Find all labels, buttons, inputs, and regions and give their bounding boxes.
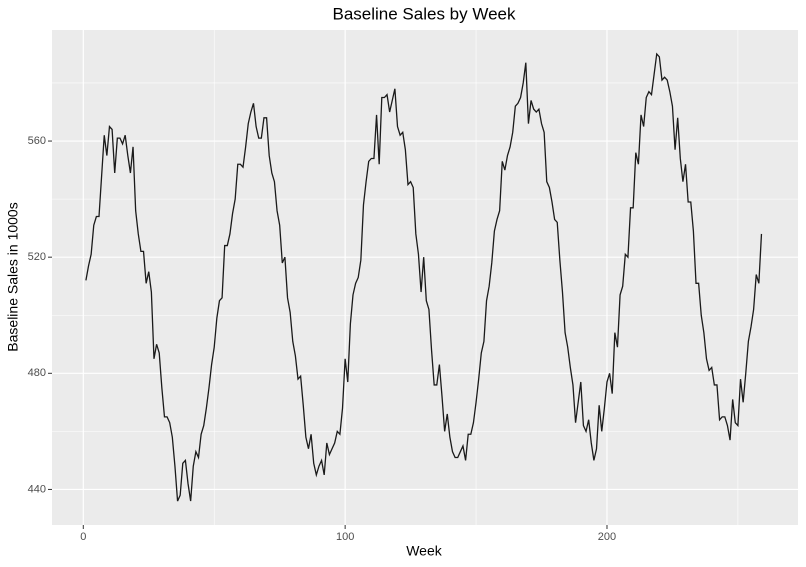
x-tick-label: 0 xyxy=(80,531,86,543)
x-tick-label: 200 xyxy=(598,531,616,543)
y-tick-label: 560 xyxy=(28,135,46,147)
y-tick-label: 480 xyxy=(28,367,46,379)
chart-title: Baseline Sales by Week xyxy=(332,4,516,23)
x-axis-title: Week xyxy=(406,543,443,559)
data-line xyxy=(85,52,763,502)
x-tick-label: 100 xyxy=(336,531,354,543)
y-axis-title: Baseline Sales in 1000s xyxy=(5,202,21,351)
y-tick-label: 520 xyxy=(28,251,46,263)
y-tick-label: 440 xyxy=(28,483,46,495)
